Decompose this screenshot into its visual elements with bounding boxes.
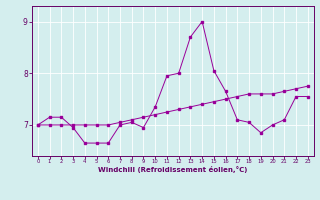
X-axis label: Windchill (Refroidissement éolien,°C): Windchill (Refroidissement éolien,°C) xyxy=(98,166,247,173)
